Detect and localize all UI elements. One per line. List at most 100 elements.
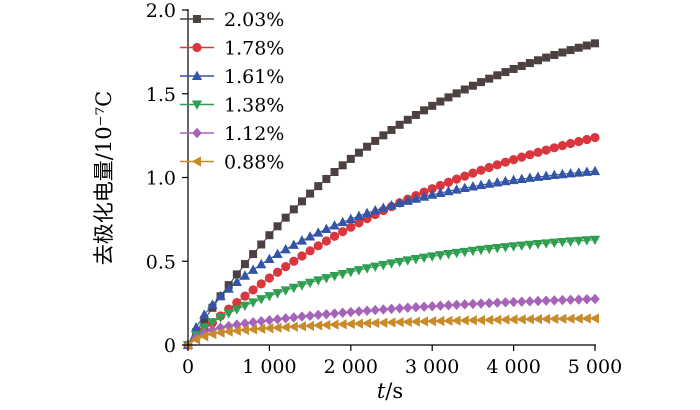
data-point xyxy=(386,303,397,315)
data-point xyxy=(410,193,422,203)
data-point xyxy=(524,314,534,325)
data-point xyxy=(516,296,527,307)
data-point xyxy=(411,302,421,313)
data-point xyxy=(264,273,274,283)
legend-label: 1.12% xyxy=(224,123,284,145)
data-point xyxy=(256,258,267,269)
data-point xyxy=(468,81,477,90)
data-point xyxy=(589,235,601,246)
data-point xyxy=(508,174,519,185)
data-point xyxy=(590,132,600,143)
data-point xyxy=(370,262,381,272)
data-point xyxy=(190,334,201,345)
data-point xyxy=(215,327,225,338)
data-point xyxy=(541,295,551,306)
data-point xyxy=(296,281,308,291)
data-point xyxy=(362,305,372,316)
data-point xyxy=(427,184,437,194)
data-point xyxy=(231,305,242,315)
data-point xyxy=(436,97,445,106)
legend-marker xyxy=(192,127,202,139)
data-point xyxy=(353,210,365,221)
data-point xyxy=(256,316,267,327)
data-point xyxy=(533,295,543,307)
data-point xyxy=(565,294,576,305)
data-point xyxy=(215,313,226,323)
data-point xyxy=(582,294,592,305)
data-point xyxy=(297,311,307,322)
data-point xyxy=(451,299,462,310)
data-point xyxy=(386,259,397,269)
data-point xyxy=(402,302,413,313)
data-point xyxy=(199,309,210,319)
data-point xyxy=(272,248,283,259)
data-point xyxy=(468,298,478,310)
data-point xyxy=(296,235,308,245)
data-point xyxy=(491,314,502,325)
data-point xyxy=(420,106,429,115)
chart-legend: 2.03% 1.78% 1.61% 1.38% 1.12% 0.88% xyxy=(180,9,284,174)
data-point xyxy=(541,145,551,155)
data-point xyxy=(337,307,348,318)
legend-label: 1.61% xyxy=(224,66,284,88)
data-point xyxy=(484,162,494,173)
data-point xyxy=(485,74,494,83)
x-axis-title: t/s xyxy=(377,379,403,403)
data-point xyxy=(247,324,258,335)
data-point xyxy=(240,260,249,269)
legend-item: 1.61% xyxy=(180,66,284,88)
data-point xyxy=(329,271,340,282)
data-point xyxy=(500,157,511,167)
data-point xyxy=(321,223,332,233)
data-point xyxy=(434,315,445,327)
x-axis-unit: /s xyxy=(385,379,403,403)
data-point xyxy=(288,321,298,332)
x-tick-label: 4 000 xyxy=(486,356,540,378)
series-5 xyxy=(182,313,599,351)
legend-marker xyxy=(191,156,201,167)
data-point xyxy=(337,319,347,330)
data-point xyxy=(477,78,486,87)
legend-item: 1.12% xyxy=(180,123,284,145)
data-point xyxy=(239,324,249,336)
data-point xyxy=(516,241,527,251)
data-point xyxy=(296,321,306,332)
data-point xyxy=(581,313,591,324)
series-0 xyxy=(184,39,599,349)
data-point xyxy=(305,310,315,321)
data-point xyxy=(223,309,234,319)
data-point xyxy=(305,246,315,256)
data-point xyxy=(574,136,584,147)
y-tick-label: 0.5 xyxy=(146,251,176,273)
data-point xyxy=(273,222,282,231)
legend-label: 1.78% xyxy=(224,38,284,60)
data-point xyxy=(484,244,495,255)
data-point xyxy=(548,313,559,325)
data-point xyxy=(443,315,453,326)
data-point xyxy=(378,202,389,212)
legend-item: 1.38% xyxy=(180,95,284,117)
data-point xyxy=(508,314,518,325)
data-point xyxy=(540,313,551,325)
data-point xyxy=(451,315,461,326)
data-point xyxy=(312,320,323,331)
data-point xyxy=(272,267,283,277)
data-point xyxy=(435,187,446,197)
data-point xyxy=(354,218,364,228)
series-2 xyxy=(182,165,601,349)
data-point xyxy=(443,300,454,311)
data-point xyxy=(573,313,583,324)
data-point xyxy=(191,322,202,332)
data-point xyxy=(346,154,355,163)
data-point xyxy=(223,283,234,293)
x-axis-variable: t xyxy=(377,379,386,403)
data-point xyxy=(516,173,527,183)
data-point xyxy=(467,315,477,326)
data-point xyxy=(337,269,348,280)
data-point xyxy=(427,189,438,199)
data-point xyxy=(565,237,576,247)
data-point xyxy=(566,46,575,55)
data-point xyxy=(345,318,355,330)
